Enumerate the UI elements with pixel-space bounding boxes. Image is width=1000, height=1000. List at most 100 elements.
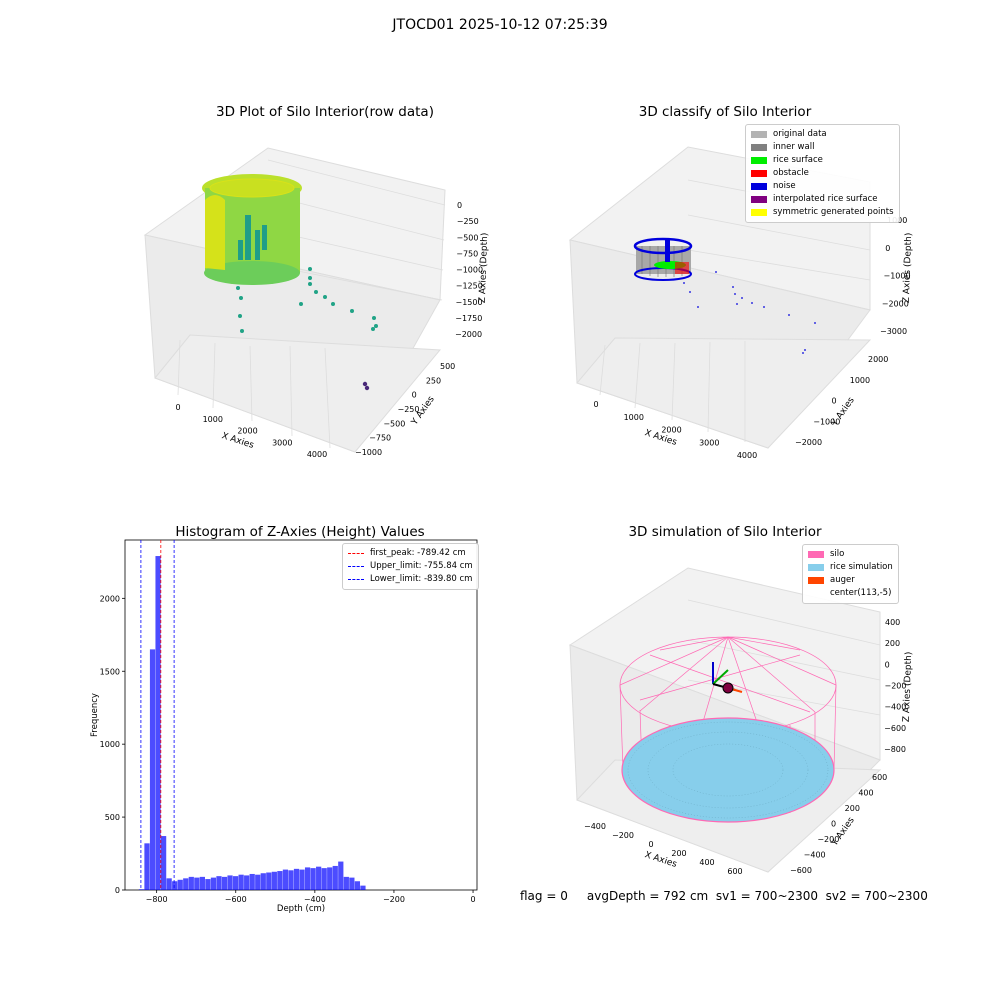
legend-entry-original-data: original data: [751, 128, 894, 141]
histogram-bar: [349, 877, 355, 890]
histogram-bar: [249, 873, 255, 890]
histogram-xlabel: Depth (cm): [277, 904, 325, 914]
y-tick-label: 250: [426, 376, 441, 385]
legend-label: original data: [773, 129, 827, 139]
legend-label: symmetric generated points: [773, 207, 894, 217]
data-point: [372, 316, 376, 320]
legend-label: inner wall: [773, 142, 815, 152]
histogram-bar: [332, 865, 338, 890]
plot1-title: 3D Plot of Silo Interior(row data): [216, 104, 434, 120]
x-tick-label: 0: [470, 895, 475, 904]
histogram-bar: [288, 870, 294, 890]
z-tick-label: 0: [885, 244, 890, 253]
histogram-bar: [138, 889, 145, 890]
data-point: [239, 296, 243, 300]
z-tick-label: 0: [457, 201, 462, 210]
z-tick-label: 200: [885, 639, 900, 648]
legend-entry-upper-limit: Upper_limit: -755.84 cm: [348, 560, 473, 573]
histogram-legend: first_peak: -789.42 cm Upper_limit: -755…: [342, 543, 479, 590]
y-tick-label: −750: [369, 434, 391, 443]
histogram-bar: [160, 836, 167, 890]
plot4-legend: silo rice simulation auger center(113,-5…: [802, 544, 899, 604]
y-tick-label: 600: [872, 773, 887, 782]
histogram-bar: [260, 873, 266, 890]
z-tick-label: −1750: [455, 314, 482, 323]
histogram-bar: [155, 556, 161, 890]
legend-swatch: [808, 577, 824, 584]
data-point: [238, 314, 242, 318]
x-tick-label: −200: [383, 895, 405, 904]
histogram-bar: [172, 881, 178, 890]
z-tick-label: −1500: [456, 298, 483, 307]
legend-label: noise: [773, 181, 796, 191]
x-tick-label: 2000: [661, 426, 681, 435]
y-tick-label: 2000: [100, 594, 120, 603]
x-tick-label: 4000: [307, 450, 327, 459]
histogram-bar: [327, 867, 333, 890]
x-tick-label: 600: [727, 867, 742, 876]
histogram-bar: [316, 866, 322, 890]
plot2-zlabel: Z Axies (Depth): [902, 233, 914, 304]
legend-entry-lower-limit: Lower_limit: -839.80 cm: [348, 573, 473, 586]
plot1-axes: 0 1000 2000 3000 4000 500 250 0 −250 −500 −750 −10…: [143, 147, 490, 459]
y-tick-label: −400: [804, 851, 826, 860]
legend-swatch: [808, 551, 824, 558]
histogram-bar: [188, 876, 194, 890]
histogram-bar: [282, 869, 289, 890]
y-tick-label: 1500: [100, 667, 120, 676]
data-point: [236, 286, 240, 290]
histogram-axes: −800 −600 −400 −200 0 0 500 1000 1500 2000 Depth…: [90, 539, 478, 914]
y-tick-label: 200: [845, 804, 860, 813]
x-tick-label: −400: [304, 895, 326, 904]
histogram-bar: [343, 876, 349, 890]
histogram-bar: [183, 878, 189, 890]
z-tick-label: −3000: [880, 327, 907, 336]
histogram-bar: [199, 876, 205, 890]
legend-entry-rice-surface: rice surface: [751, 154, 894, 167]
legend-entry-obstacle: obstacle: [751, 167, 894, 180]
legend-entry-first-peak: first_peak: -789.42 cm: [348, 547, 473, 560]
legend-swatch: [751, 209, 767, 216]
legend-label: interpolated rice surface: [773, 194, 878, 204]
y-tick-label: 1000: [850, 376, 870, 385]
data-point: [331, 302, 335, 306]
x-tick-label: 400: [699, 858, 714, 867]
y-tick-label: 0: [831, 820, 836, 829]
y-tick-label: −1000: [813, 417, 840, 426]
histogram-bar: [166, 878, 172, 890]
x-tick-label: −200: [612, 831, 634, 840]
x-tick-label: 3000: [272, 438, 292, 447]
histogram-bar: [232, 876, 239, 890]
histogram-bar: [255, 874, 261, 890]
histogram-bar: [177, 879, 183, 890]
z-tick-label: 0: [885, 660, 890, 669]
histogram-bar: [210, 877, 217, 890]
histogram-bar: [144, 843, 150, 890]
legend-label: Lower_limit: -839.80 cm: [370, 574, 473, 584]
y-tick-label: −200: [817, 835, 839, 844]
legend-swatch: [751, 170, 767, 177]
x-tick-label: 1000: [624, 413, 644, 422]
legend-entry-silo: silo: [808, 548, 893, 561]
legend-entry-inner-wall: inner wall: [751, 141, 894, 154]
histogram-bar: [266, 872, 272, 890]
legend-label: obstacle: [773, 168, 809, 178]
z-tick-label: −750: [456, 249, 478, 258]
y-tick-label: 1000: [100, 740, 120, 749]
legend-label: first_peak: -789.42 cm: [370, 548, 466, 558]
histogram-title: Histogram of Z-Axies (Height) Values: [175, 524, 425, 540]
y-tick-label: 500: [105, 813, 120, 822]
legend-entry-noise: noise: [751, 180, 894, 193]
histogram-bar: [238, 874, 244, 890]
y-tick-label: −600: [790, 866, 812, 875]
x-tick-label: 4000: [737, 451, 757, 460]
z-tick-label: −400: [884, 703, 906, 712]
plot1-zlabel: Z Axies (Depth): [478, 233, 490, 304]
histogram-ylabel: Frequency: [90, 693, 100, 737]
z-tick-label: −1000: [884, 272, 911, 281]
histogram-bar: [271, 871, 277, 890]
legend-label: auger: [830, 575, 855, 585]
data-point: [371, 327, 375, 331]
histogram-bar: [277, 871, 283, 890]
